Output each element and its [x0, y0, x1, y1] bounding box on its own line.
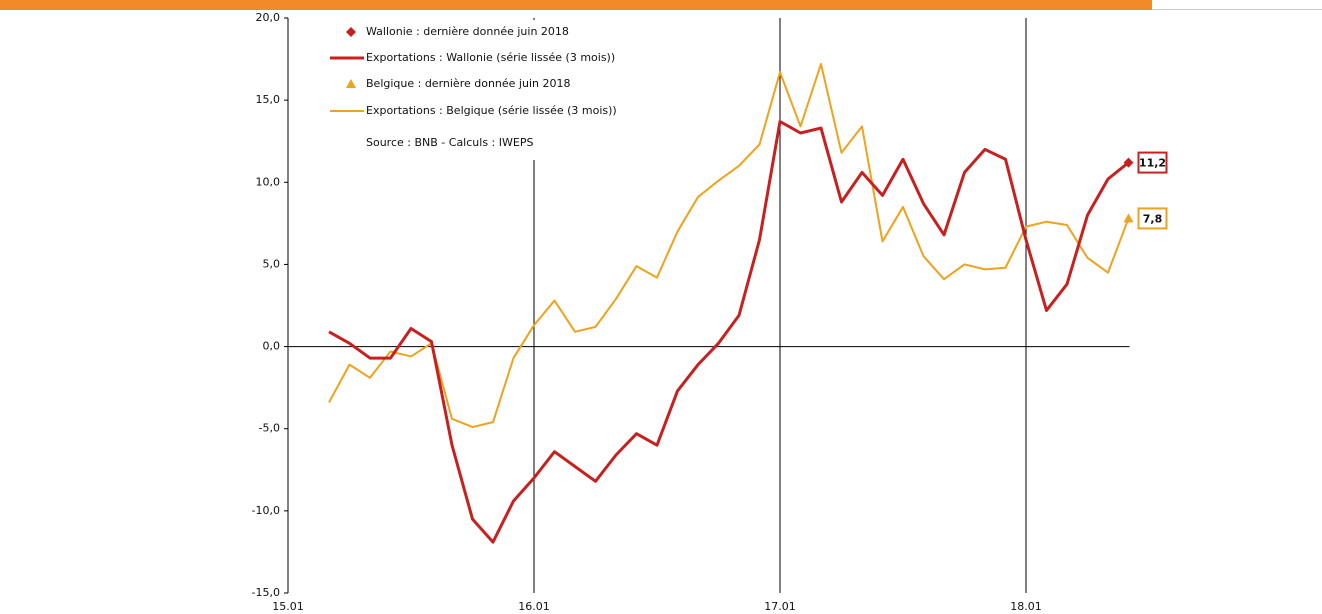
y-tick-label: 15,0: [256, 93, 281, 106]
value-label-box: [1137, 151, 1168, 174]
y-tick-label: 0,0: [263, 340, 281, 353]
value-label-box: [1137, 207, 1168, 230]
end-marker: [1123, 157, 1134, 168]
end-marker: [346, 27, 356, 37]
y-tick-label: -5,0: [259, 422, 280, 435]
end-marker: [1123, 213, 1134, 223]
y-tick-label: -10,0: [252, 504, 280, 517]
legend-label: Belgique : dernière donnée juin 2018: [366, 77, 570, 90]
source-note: Source : BNB - Calculs : IWEPS: [366, 136, 533, 149]
x-tick-label: 18.01: [1010, 600, 1042, 613]
legend-box: [330, 20, 660, 160]
series-line: [328, 120, 1130, 544]
legend-label: Wallonie : dernière donnée juin 2018: [366, 25, 569, 38]
y-tick-label: -15,0: [252, 586, 280, 599]
header-bar: [0, 0, 1152, 10]
x-tick-label: 17.01: [764, 600, 796, 613]
value-label: 11,2: [1139, 157, 1166, 170]
y-tick-label: 10,0: [256, 175, 281, 188]
y-tick-label: 20,0: [256, 11, 281, 24]
legend-label: Exportations : Wallonie (série lissée (3…: [366, 51, 615, 64]
end-marker: [346, 79, 356, 88]
x-tick-label: 15.01: [272, 600, 304, 613]
x-tick-label: 16.01: [518, 600, 550, 613]
legend-label: Exportations : Belgique (série lissée (3…: [366, 104, 617, 117]
value-label: 7,8: [1143, 212, 1163, 225]
series-line: [328, 63, 1130, 429]
y-tick-label: 5,0: [263, 257, 281, 270]
